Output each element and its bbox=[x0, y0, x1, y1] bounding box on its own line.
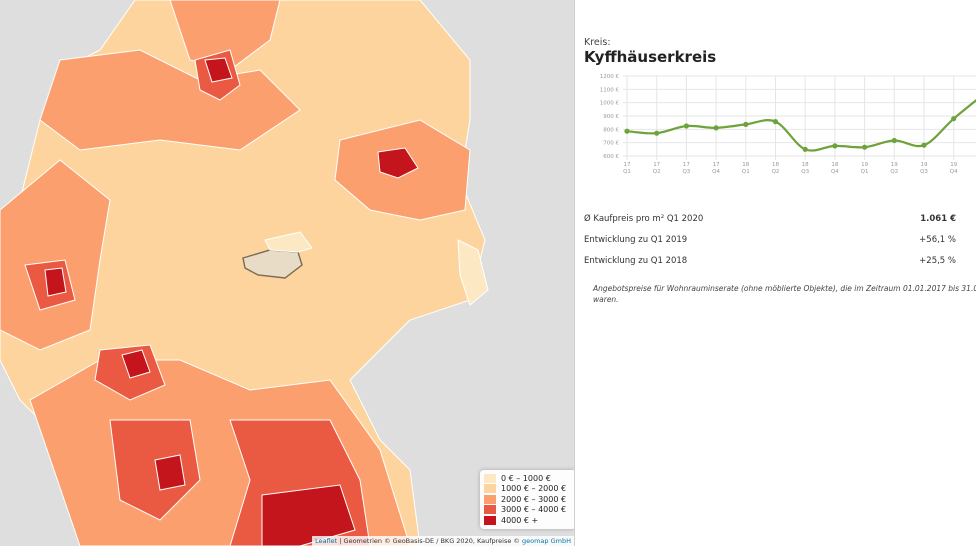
map-legend: 0 € – 1000 € 1000 € – 2000 € 2000 € – 30… bbox=[480, 470, 574, 529]
chart-x-tick-label: 17 Q4 bbox=[712, 162, 720, 175]
chart-x-tick-label: 17 Q1 bbox=[623, 162, 631, 175]
leaflet-link[interactable]: Leaflet bbox=[315, 537, 338, 545]
chart-x-tick-label: 18 Q3 bbox=[801, 162, 809, 175]
price-series-points bbox=[624, 116, 957, 152]
legend-item: 3000 € – 4000 € bbox=[484, 505, 572, 516]
stat-value: 1.061 € bbox=[920, 213, 956, 224]
chart-data-point bbox=[772, 119, 779, 125]
attribution-text: | Geometrien © GeoBasis-DE / BKG 2020, K… bbox=[337, 537, 522, 545]
detail-panel: Kreis: Kyffhäuserkreis 600 € 700 € 800 € 90… bbox=[575, 0, 976, 546]
chart-data-point bbox=[743, 121, 749, 127]
chart-data-point bbox=[921, 142, 927, 148]
source-note: Angebotspreise für Wohnrauminserate (ohn… bbox=[593, 283, 976, 305]
legend-swatch bbox=[484, 494, 496, 504]
chart-data-point bbox=[862, 144, 868, 150]
price-trend-chart: 600 € 700 € 800 € 900 € 1000 € 1100 € 1200 € 1… bbox=[600, 74, 976, 175]
berlin-city bbox=[377, 147, 419, 179]
map-attribution: Leaflet | Geometrien © GeoBasis-DE / BKG… bbox=[312, 536, 574, 546]
legend-item: 1000 € – 2000 € bbox=[484, 484, 572, 495]
legend-swatch bbox=[484, 505, 496, 515]
chart-data-point bbox=[713, 125, 719, 131]
chart-y-tick-label: 700 € bbox=[603, 141, 619, 147]
chart-data-point bbox=[951, 116, 957, 122]
legend-swatch bbox=[484, 473, 496, 483]
chart-x-tick-label: 17 Q3 bbox=[682, 162, 690, 175]
southwest-region bbox=[109, 419, 201, 521]
dresden-region bbox=[457, 239, 489, 306]
chart-y-tick-label: 1200 € bbox=[600, 74, 620, 80]
chart-data-point bbox=[654, 130, 660, 136]
legend-item: 2000 € – 3000 € bbox=[484, 494, 572, 505]
chart-x-tick-label: 19 Q4 bbox=[950, 162, 958, 175]
legend-swatch bbox=[484, 515, 496, 525]
chart-y-tick-label: 800 € bbox=[603, 127, 619, 133]
stuttgart-city bbox=[154, 454, 186, 491]
chart-x-tick-label: 18 Q2 bbox=[772, 162, 780, 175]
stat-label: Entwicklung zu Q1 2019 bbox=[584, 234, 688, 245]
stat-row-kaufpreis: Ø Kaufpreis pro m² Q1 2020 1.061 € bbox=[584, 208, 956, 229]
stats-table: Ø Kaufpreis pro m² Q1 2020 1.061 € Entwi… bbox=[584, 208, 956, 271]
chart-data-point bbox=[624, 128, 630, 134]
source-note-line: Angebotspreise für Wohnrauminserate (ohn… bbox=[593, 284, 976, 293]
stat-label: Entwicklung zu Q1 2018 bbox=[584, 255, 688, 266]
chart-x-tick-label: 18 Q1 bbox=[742, 162, 750, 175]
legend-label: 4000 € + bbox=[501, 515, 539, 525]
legend-label: 2000 € – 3000 € bbox=[501, 494, 567, 504]
stat-value: +56,1 % bbox=[919, 234, 956, 245]
chart-x-tick-label: 18 Q4 bbox=[831, 162, 839, 175]
chart-grid bbox=[623, 75, 976, 160]
chart-data-point bbox=[832, 143, 838, 149]
chart-x-tick-label: 19 Q3 bbox=[920, 162, 928, 175]
chart-data-point bbox=[683, 123, 689, 129]
stat-value: +25,5 % bbox=[919, 255, 956, 266]
frankfurt-city bbox=[121, 349, 151, 379]
legend-item: 4000 € + bbox=[484, 515, 572, 526]
west-region bbox=[0, 159, 111, 351]
chart-y-tick-label: 1000 € bbox=[600, 101, 620, 107]
legend-item: 0 € – 1000 € bbox=[484, 473, 572, 484]
chart-y-tick-label: 1100 € bbox=[600, 87, 620, 93]
geomap-link[interactable]: geomap GmbH bbox=[522, 537, 571, 545]
legend-label: 1000 € – 2000 € bbox=[501, 484, 567, 494]
hamburg-city bbox=[204, 57, 233, 83]
chart-data-point bbox=[802, 146, 808, 152]
nordhausen-region bbox=[264, 231, 313, 253]
legend-label: 0 € – 1000 € bbox=[501, 473, 551, 483]
kreis-name: Kyffhäuserkreis bbox=[584, 48, 717, 66]
chart-x-tick-label: 19 Q1 bbox=[861, 162, 869, 175]
chart-x-axis: 17 Q1 17 Q2 17 Q3 17 Q4 18 Q1 18 Q2 18 Q3 18 Q4 19 Q1 19 Q2… bbox=[623, 162, 958, 175]
kreis-label: Kreis: bbox=[584, 37, 611, 48]
schleswig-holstein-region bbox=[169, 0, 281, 71]
chart-y-axis: 600 € 700 € 800 € 900 € 1000 € 1100 € 1200 € bbox=[600, 74, 620, 160]
chart-x-tick-label: 19 Q2 bbox=[890, 162, 898, 175]
chart-y-tick-label: 600 € bbox=[603, 154, 619, 160]
dusseldorf-city bbox=[44, 267, 67, 297]
district-map-layer[interactable] bbox=[0, 0, 575, 546]
chart-x-tick-label: 17 Q2 bbox=[653, 162, 661, 175]
chart-data-point bbox=[891, 137, 897, 144]
source-note-line: waren. bbox=[593, 295, 619, 304]
price-map[interactable]: 0 € – 1000 € 1000 € – 2000 € 2000 € – 30… bbox=[0, 0, 575, 546]
stat-label: Ø Kaufpreis pro m² Q1 2020 bbox=[584, 213, 704, 224]
legend-label: 3000 € – 4000 € bbox=[501, 505, 567, 515]
chart-y-tick-label: 900 € bbox=[603, 114, 619, 120]
legend-swatch bbox=[484, 484, 496, 494]
stat-row-entwicklung-2018: Entwicklung zu Q1 2018 +25,5 % bbox=[584, 250, 956, 271]
stat-row-entwicklung-2019: Entwicklung zu Q1 2019 +56,1 % bbox=[584, 229, 956, 250]
